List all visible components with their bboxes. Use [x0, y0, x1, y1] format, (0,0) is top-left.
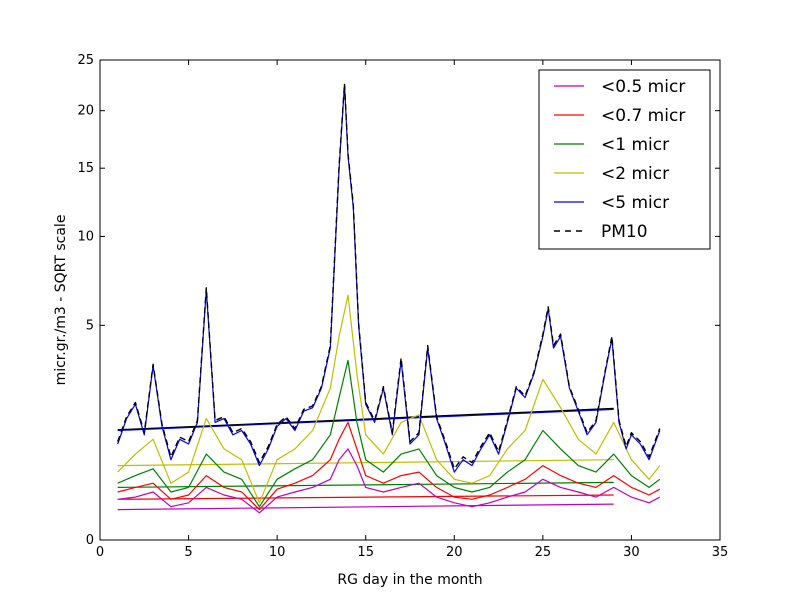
- y-tick-label: 25: [77, 53, 94, 68]
- legend: <0.5 micr <0.7 micr <1 micr <2 micr <5 m…: [538, 69, 711, 250]
- legend-entry: <1 micr: [554, 135, 669, 155]
- x-tick-label: 5: [184, 545, 192, 560]
- x-axis-label: RG day in the month: [337, 572, 482, 588]
- series-line: [117, 359, 661, 508]
- legend-label: <1 micr: [601, 135, 669, 155]
- series-line: [117, 82, 661, 470]
- x-tick-label: 15: [357, 545, 374, 560]
- trend-line: [117, 494, 614, 500]
- y-tick-label: 0: [86, 533, 94, 548]
- legend-entry: <2 micr: [554, 164, 669, 184]
- legend-label: PM10: [601, 222, 648, 242]
- legend-entry: <5 micr: [554, 193, 669, 213]
- trend-line: [117, 408, 614, 432]
- x-tick-label: 10: [269, 545, 286, 560]
- legend-label: <0.7 micr: [601, 106, 685, 126]
- series-line: [117, 294, 661, 504]
- x-tick-label: 0: [96, 545, 104, 560]
- x-tick-label: 20: [446, 545, 463, 560]
- data-lines: [117, 82, 661, 514]
- y-tick-label: 10: [77, 229, 94, 244]
- x-tick-label: 25: [535, 545, 552, 560]
- x-tick-label: 30: [623, 545, 640, 560]
- y-tick-label: 15: [77, 161, 94, 176]
- plot-frame: [99, 59, 721, 541]
- trend-line: [117, 407, 614, 431]
- legend-entry: <0.7 micr: [554, 106, 685, 126]
- legend-box: [538, 69, 711, 250]
- y-tick-label: 20: [77, 104, 94, 119]
- series-line: [117, 448, 661, 514]
- trend-line: [117, 503, 614, 511]
- legend-entry: PM10: [554, 222, 648, 242]
- series-line: [117, 421, 661, 511]
- x-tick-label: 35: [712, 545, 729, 560]
- y-tick-label: 5: [86, 318, 94, 333]
- legend-entry: <0.5 micr: [554, 77, 685, 97]
- legend-label: <2 micr: [601, 164, 669, 184]
- legend-label: <5 micr: [601, 193, 669, 213]
- legend-label: <0.5 micr: [601, 77, 685, 97]
- trend-line: [117, 481, 614, 488]
- y-axis-label: micr.gr./m3 - SQRT scale: [53, 215, 69, 386]
